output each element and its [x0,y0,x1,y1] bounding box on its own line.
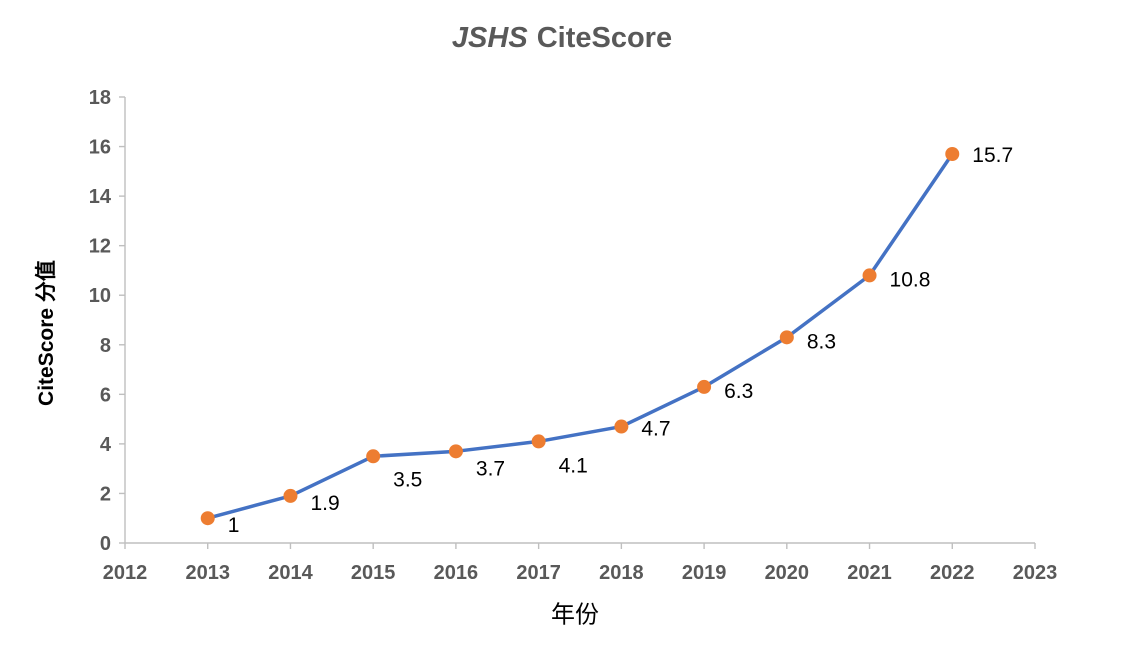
citescore-line [205,152,955,520]
data-point-marker [366,449,381,464]
data-point-label: 4.7 [641,418,670,441]
data-point-marker [531,434,546,449]
data-point-label: 3.7 [476,457,505,480]
data-point-label: 8.3 [807,330,836,353]
y-tick-label: 16 [89,137,111,159]
x-tick-label: 2015 [351,562,396,584]
y-tick-label: 0 [100,533,111,555]
x-tick-label: 2019 [682,562,727,584]
y-tick-label: 10 [89,285,111,307]
x-tick-label: 2016 [434,562,479,584]
data-point-label: 6.3 [724,380,753,403]
data-point-marker [614,419,629,434]
y-tick-label: 8 [100,335,111,357]
data-point-marker [945,146,960,161]
data-point-marker [283,488,298,503]
x-tick-label: 2018 [599,562,644,584]
chart-title-metric: CiteScore [536,22,673,54]
y-tick-label: 4 [100,434,112,456]
data-point-marker [448,444,463,459]
x-tick-label: 2021 [847,562,892,584]
data-point-label: 10.8 [890,268,931,291]
x-tick-label: 2023 [1013,562,1058,584]
x-tick-label: 2013 [185,562,230,584]
chart-title: JSHS CiteScore [0,22,1124,55]
data-point-label: 4.1 [559,454,588,477]
x-tick-label: 2012 [103,562,148,584]
data-point-marker [779,330,794,345]
data-point-label: 15.7 [972,144,1013,167]
data-point-marker [862,268,877,283]
y-tick-label: 12 [89,236,111,258]
data-point-marker [697,379,712,394]
data-point-marker [200,511,215,526]
x-tick-label: 2017 [516,562,561,584]
data-point-label: 1 [228,514,240,537]
x-tick-label: 2014 [268,562,313,584]
x-axis-title: 年份 [551,602,599,629]
data-point-label: 3.5 [393,468,422,491]
y-tick-label: 14 [89,186,112,208]
x-tick-label: 2022 [930,562,975,584]
x-tick-label: 2020 [765,562,810,584]
chart-title-journal-abbrev: JSHS [451,22,528,54]
y-tick-label: 18 [89,87,111,109]
y-tick-label: 2 [100,483,111,505]
y-tick-label: 6 [100,384,111,406]
data-point-label: 1.9 [310,492,339,515]
